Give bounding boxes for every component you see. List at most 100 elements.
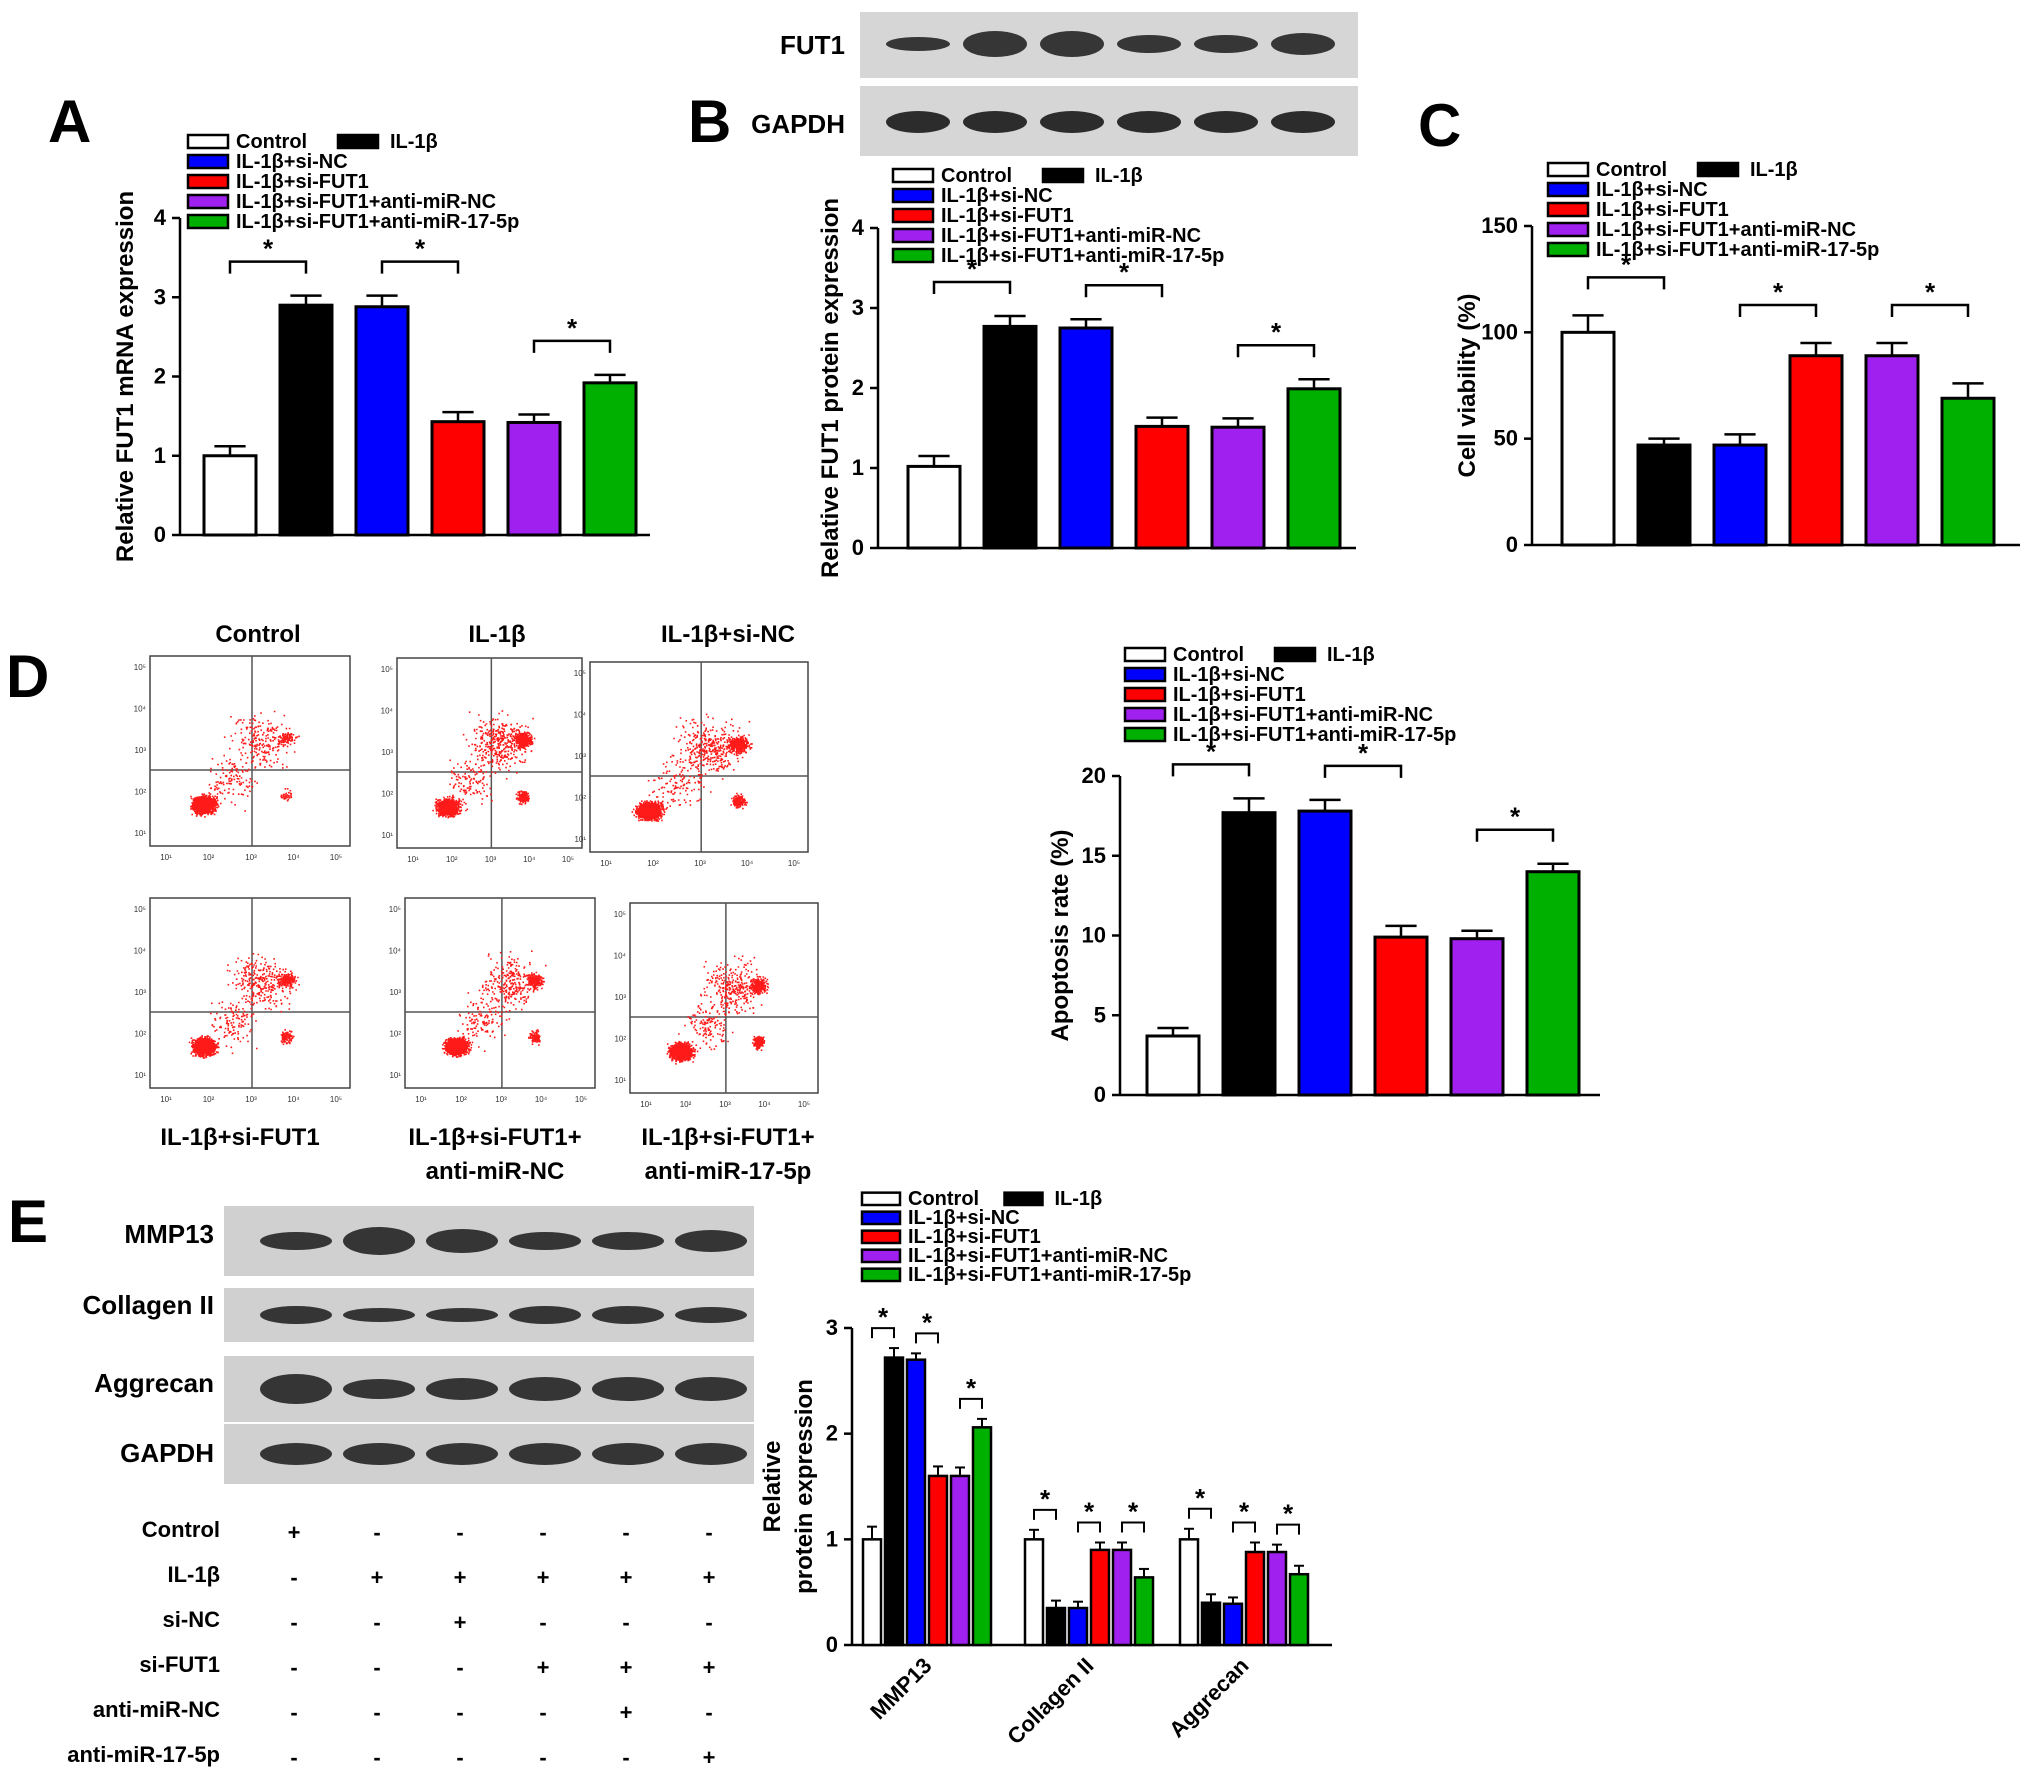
fut1-band <box>1117 35 1181 53</box>
bar-collagen-ii-5 <box>1111 1548 1133 1647</box>
flow-y-tick: 10¹ <box>614 1076 626 1085</box>
flow-title-bottom: anti-miR-NC <box>426 1158 565 1185</box>
y-tick-label: 2 <box>826 1421 838 1446</box>
condition-value: - <box>290 1745 297 1770</box>
panel-a-legend: Control IL-1βIL-1β+si-NCIL-1β+si-FUT1IL-1… <box>186 131 519 233</box>
flow-events <box>441 950 547 1058</box>
condition-label: IL-1β <box>167 1562 220 1587</box>
significance-bracket <box>1084 283 1164 298</box>
panel-d-legend-label: IL-1β+si-FUT1+anti-miR-NC <box>1173 704 1433 726</box>
blot-band <box>675 1377 747 1401</box>
bar-mmp13-1 <box>861 1538 883 1647</box>
condition-value: - <box>456 1745 463 1770</box>
significance-bracket <box>380 260 460 274</box>
blot-band <box>592 1306 664 1324</box>
significance-bracket <box>959 1397 983 1409</box>
significance-bracket <box>1121 1521 1145 1533</box>
flow-plot-5: 10¹ 10² 10³ 10⁴ 10⁵ 10¹ 10² 10³ 10⁴ 10⁵ <box>389 897 596 1104</box>
flow-x-tick: 10⁴ <box>287 853 300 862</box>
condition-value: - <box>456 1520 463 1545</box>
significance-star: * <box>1084 1497 1095 1527</box>
flow-y-tick: 10² <box>389 1030 401 1039</box>
panel-a-legend-swatch <box>336 133 380 150</box>
panel-a-legend-swatch <box>186 173 230 190</box>
blot-band <box>260 1232 332 1250</box>
panel-d-legend-swatch <box>1123 686 1167 703</box>
fut1-blot-label: FUT1 <box>780 30 845 60</box>
bar-1 <box>202 454 258 537</box>
bar-6 <box>582 381 638 537</box>
panel-c-legend-label: IL-1β <box>1750 159 1798 181</box>
bar-3 <box>1297 809 1353 1097</box>
y-tick-label: 1 <box>826 1526 838 1551</box>
bar-collagen-ii-4 <box>1089 1548 1111 1647</box>
flow-plot-4: 10¹ 10² 10³ 10⁴ 10⁵ 10¹ 10² 10³ 10⁴ 10⁵ <box>134 897 351 1104</box>
y-tick-label: 0 <box>1094 1082 1106 1107</box>
flow-plot-2: 10¹ 10² 10³ 10⁴ 10⁵ 10¹ 10² 10³ 10⁴ 10⁵ <box>381 657 583 864</box>
flow-title-bottom: IL-1β+si-FUT1+ <box>408 1124 581 1151</box>
y-axis-label: Relative FUT1 protein expression <box>817 198 844 578</box>
panel-e-legend-swatch <box>1003 1191 1044 1207</box>
panel-a-legend-label: IL-1β+si-NC <box>236 151 348 173</box>
flow-y-tick: 10³ <box>389 988 401 997</box>
fut1-band <box>1040 31 1104 57</box>
flow-y-tick: 10⁵ <box>134 663 146 672</box>
significance-star: * <box>1925 277 1936 307</box>
blot-band <box>592 1443 664 1465</box>
flow-title-top: IL-1β+si-NC <box>661 621 795 648</box>
condition-value: + <box>454 1610 467 1635</box>
fut1-band <box>886 37 950 51</box>
condition-value: + <box>703 1565 716 1590</box>
bar-6 <box>1286 387 1342 550</box>
y-tick-label: 15 <box>1082 843 1106 868</box>
flow-x-tick: 10⁵ <box>575 1095 587 1104</box>
significance-bracket <box>915 1332 939 1344</box>
condition-value: - <box>705 1520 712 1545</box>
significance-bracket <box>1171 763 1251 777</box>
bar-2 <box>982 324 1038 550</box>
bar-5 <box>1210 425 1266 550</box>
condition-value: + <box>537 1655 550 1680</box>
flow-x-tick: 10⁵ <box>788 859 800 868</box>
condition-value: - <box>373 1700 380 1725</box>
y-tick-label: 0 <box>154 522 166 547</box>
bar-4 <box>430 420 486 537</box>
condition-value: + <box>703 1745 716 1770</box>
significance-bracket <box>1188 1507 1212 1519</box>
bar-aggrecan-6 <box>1288 1572 1310 1647</box>
blot-band <box>343 1443 415 1465</box>
flow-title-bottom: anti-miR-17-5p <box>645 1158 812 1185</box>
flow-y-tick: 10¹ <box>574 835 586 844</box>
bar-4 <box>1788 354 1844 547</box>
flow-y-tick: 10⁵ <box>134 905 146 914</box>
panel-e-legend-swatch <box>860 1191 902 1207</box>
flow-x-tick: 10³ <box>245 1095 257 1104</box>
flow-y-tick: 10⁴ <box>574 711 587 720</box>
panel-c-legend-label: IL-1β+si-FUT1+anti-miR-17-5p <box>1596 239 1879 261</box>
panel-b-legend-label: IL-1β <box>1095 165 1143 187</box>
blot-band <box>675 1443 747 1465</box>
significance-star: * <box>967 254 978 284</box>
y-tick-label: 1 <box>154 443 166 468</box>
flow-plot-frame <box>149 897 351 1089</box>
significance-star: * <box>878 1302 889 1332</box>
flow-x-tick: 10⁵ <box>330 1095 342 1104</box>
panel-letter-a: A <box>48 88 91 155</box>
bar-5 <box>1864 354 1920 547</box>
panel-letter-e: E <box>8 1188 48 1255</box>
significance-star: * <box>1510 802 1521 832</box>
significance-star: * <box>1773 277 1784 307</box>
blot-band <box>343 1227 415 1255</box>
panel-b-legend: Control IL-1βIL-1β+si-NCIL-1β+si-FUT1IL-1… <box>891 165 1224 267</box>
significance-star: * <box>415 234 426 264</box>
bar-collagen-ii-1 <box>1023 1538 1045 1647</box>
blot-band <box>426 1378 498 1400</box>
flow-y-tick: 10³ <box>614 993 626 1002</box>
blot-band <box>260 1443 332 1465</box>
bar-1 <box>906 464 962 550</box>
bar-aggrecan-2 <box>1200 1601 1222 1647</box>
panel-letter-c: C <box>1418 92 1461 159</box>
condition-value: + <box>454 1565 467 1590</box>
flow-x-tick: 10⁴ <box>535 1095 548 1104</box>
